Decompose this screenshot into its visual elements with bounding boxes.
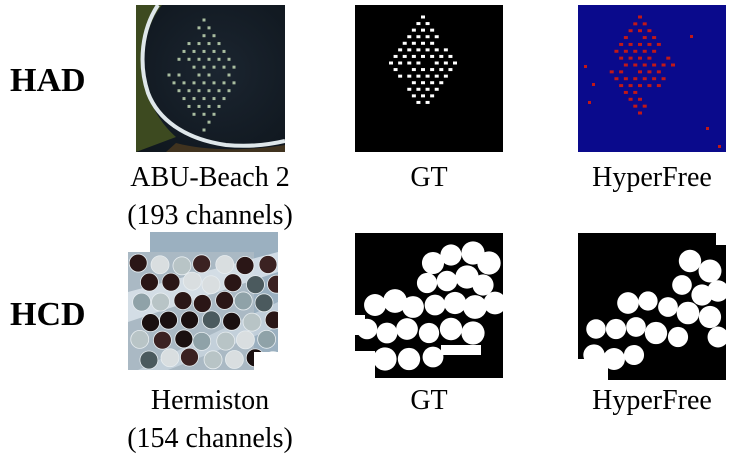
- had-gt-mask: [355, 5, 503, 152]
- had-hyperfree-map: [578, 5, 726, 152]
- caption-abu-beach-line2: (193 channels): [127, 200, 293, 231]
- caption-hcd-gt: GT: [410, 385, 448, 416]
- caption-hermiston-line1: Hermiston: [150, 385, 270, 416]
- row-label-hcd: HCD: [10, 296, 86, 333]
- caption-abu-beach-line1: ABU-Beach 2: [130, 162, 290, 193]
- caption-hcd-hyperfree: HyperFree: [592, 385, 712, 416]
- hcd-hyperfree-map: [578, 233, 726, 380]
- caption-had-gt: GT: [410, 162, 448, 193]
- abu-beach-image: [136, 5, 285, 152]
- row-label-had: HAD: [10, 62, 86, 99]
- hcd-gt-mask: [355, 233, 503, 378]
- caption-had-hyperfree: HyperFree: [592, 162, 712, 193]
- caption-hermiston-line2: (154 channels): [127, 423, 293, 454]
- hermiston-image: [128, 232, 278, 370]
